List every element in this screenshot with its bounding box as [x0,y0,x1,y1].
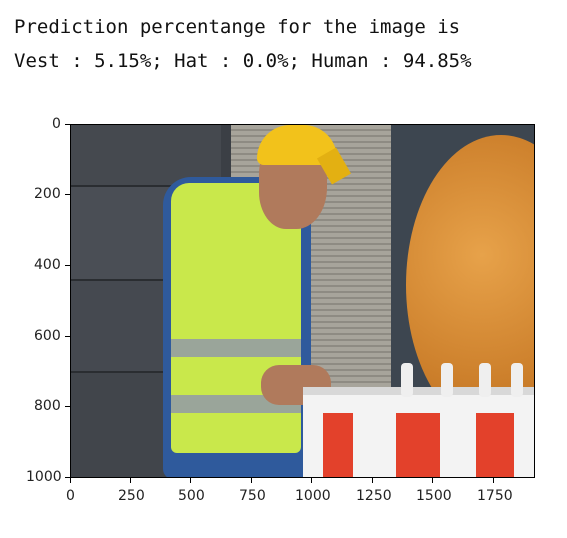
prediction-values: Vest : 5.15%; Hat : 0.0%; Human : 94.85% [14,50,472,72]
x-tick-label: 750 [239,488,266,504]
x-tick-label: 1500 [416,488,452,504]
x-tick-label: 500 [178,488,205,504]
x-tick [311,478,312,483]
y-tick-label: 400 [34,257,61,273]
x-tick [493,478,494,483]
x-tick [130,478,131,483]
y-tick-label: 600 [34,328,61,344]
barrier-post [511,363,523,397]
y-tick-label: 800 [34,398,61,414]
y-tick [65,194,70,195]
prediction-title: Prediction percentange for the image is [14,16,461,38]
y-tick [65,265,70,266]
barrier-red-stripe [323,413,353,477]
x-tick-label: 1000 [295,488,331,504]
barrier-red-stripe [396,413,440,477]
image-plot [70,124,535,478]
x-tick [190,478,191,483]
x-tick [432,478,433,483]
x-tick-label: 0 [66,488,75,504]
y-tick-label: 0 [52,116,61,132]
wall-panel [71,125,221,187]
x-tick-label: 1250 [356,488,392,504]
x-tick [70,478,71,483]
x-tick-label: 250 [118,488,145,504]
y-tick [65,406,70,407]
barrier-post [401,363,413,397]
y-tick [65,336,70,337]
x-tick [251,478,252,483]
y-tick-label: 200 [34,186,61,202]
barrier-post [479,363,491,397]
x-tick [372,478,373,483]
y-tick [65,477,70,478]
x-tick-label: 1750 [477,488,513,504]
y-tick [65,124,70,125]
barrier-post [441,363,453,397]
vest-reflective-strip [171,339,301,357]
y-tick-label: 1000 [26,469,62,485]
barrier-red-stripe [476,413,514,477]
